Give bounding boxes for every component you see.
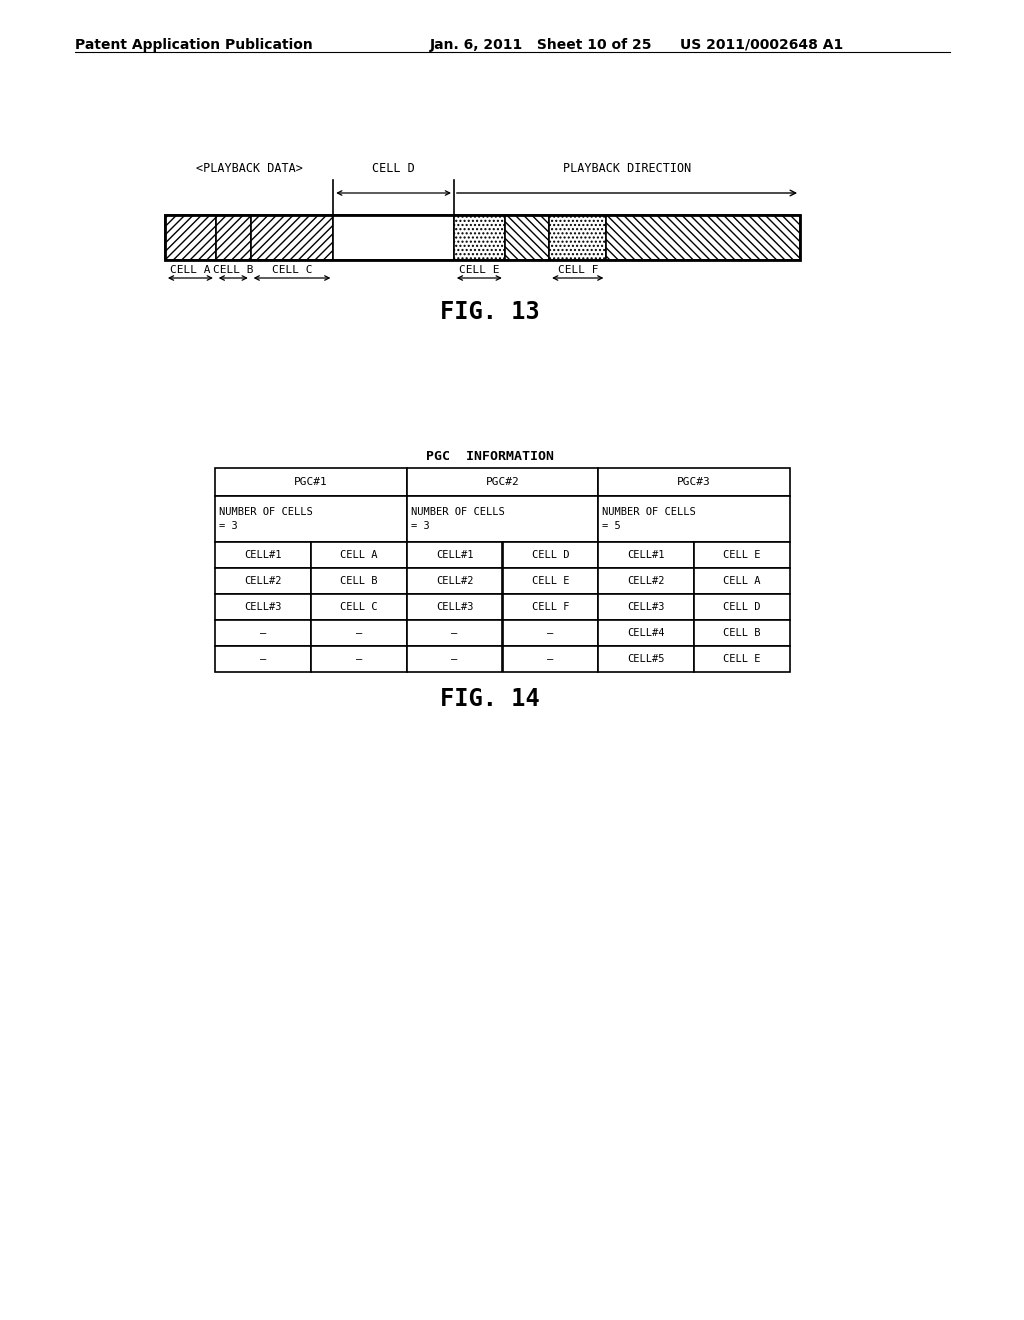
Bar (407, 543, 503, 568)
Text: CELL D: CELL D (373, 162, 415, 176)
Text: FIG. 14: FIG. 14 (440, 686, 540, 711)
Bar (311, 594, 407, 620)
Text: PGC#2: PGC#2 (485, 477, 519, 487)
Bar (407, 568, 503, 594)
Text: —: — (260, 653, 266, 664)
Bar (407, 620, 503, 645)
Bar (215, 496, 407, 543)
Bar (407, 496, 598, 543)
Bar (598, 620, 694, 645)
Text: PLAYBACK DIRECTION: PLAYBACK DIRECTION (563, 162, 691, 176)
Text: CELL E: CELL E (723, 550, 761, 560)
Text: CELL A: CELL A (170, 265, 211, 275)
Text: <PLAYBACK DATA>: <PLAYBACK DATA> (196, 162, 302, 176)
Bar (598, 568, 694, 594)
Text: CELL E: CELL E (459, 265, 500, 275)
Bar (454, 215, 505, 260)
Bar (215, 594, 311, 620)
Bar (503, 594, 598, 620)
Text: CELL F: CELL F (557, 265, 598, 275)
Bar (549, 215, 606, 260)
Text: Jan. 6, 2011   Sheet 10 of 25: Jan. 6, 2011 Sheet 10 of 25 (430, 38, 652, 51)
Bar (694, 594, 790, 620)
Text: CELL E: CELL E (723, 653, 761, 664)
Text: FIG. 13: FIG. 13 (440, 300, 540, 323)
Bar (503, 620, 598, 645)
Bar (165, 215, 216, 260)
Text: CELL F: CELL F (531, 602, 569, 612)
Bar (165, 215, 800, 260)
Text: CELL#5: CELL#5 (628, 653, 665, 664)
Bar (311, 568, 407, 594)
Text: CELL#2: CELL#2 (436, 576, 473, 586)
Bar (598, 645, 694, 672)
Text: NUMBER OF CELLS
= 5: NUMBER OF CELLS = 5 (602, 507, 696, 531)
Bar (503, 568, 598, 594)
Text: CELL#3: CELL#3 (244, 602, 282, 612)
Text: PGC  INFORMATION: PGC INFORMATION (426, 450, 554, 463)
Bar (598, 496, 790, 543)
Text: CELL D: CELL D (723, 602, 761, 612)
Text: CELL C: CELL C (340, 602, 378, 612)
Bar (215, 469, 407, 496)
Text: CELL#3: CELL#3 (436, 602, 473, 612)
Bar (598, 594, 694, 620)
Bar (311, 620, 407, 645)
Text: CELL#2: CELL#2 (628, 576, 665, 586)
Text: CELL#3: CELL#3 (628, 602, 665, 612)
Text: CELL#1: CELL#1 (436, 550, 473, 560)
Text: CELL#2: CELL#2 (244, 576, 282, 586)
Bar (215, 543, 311, 568)
Text: CELL A: CELL A (723, 576, 761, 586)
Text: CELL E: CELL E (531, 576, 569, 586)
Text: —: — (452, 628, 458, 638)
Bar (694, 543, 790, 568)
Bar (407, 645, 503, 672)
Bar (503, 543, 598, 568)
Text: CELL C: CELL C (271, 265, 312, 275)
Bar (215, 620, 311, 645)
Text: CELL#4: CELL#4 (628, 628, 665, 638)
Text: CELL B: CELL B (213, 265, 254, 275)
Text: PGC#1: PGC#1 (294, 477, 328, 487)
Bar (694, 620, 790, 645)
Text: NUMBER OF CELLS
= 3: NUMBER OF CELLS = 3 (219, 507, 312, 531)
Text: NUMBER OF CELLS
= 3: NUMBER OF CELLS = 3 (411, 507, 505, 531)
Text: CELL A: CELL A (340, 550, 378, 560)
Bar (251, 215, 333, 260)
Bar (311, 543, 407, 568)
Bar (694, 568, 790, 594)
Text: PGC#3: PGC#3 (677, 477, 711, 487)
Bar (333, 215, 454, 260)
Text: —: — (547, 628, 554, 638)
Bar (694, 645, 790, 672)
Text: —: — (355, 628, 361, 638)
Bar (505, 215, 549, 260)
Text: CELL B: CELL B (340, 576, 378, 586)
Text: —: — (355, 653, 361, 664)
Bar (216, 215, 251, 260)
Text: CELL B: CELL B (723, 628, 761, 638)
Text: —: — (260, 628, 266, 638)
Bar (407, 469, 598, 496)
Text: CELL#1: CELL#1 (244, 550, 282, 560)
Text: US 2011/0002648 A1: US 2011/0002648 A1 (680, 38, 843, 51)
Text: CELL#1: CELL#1 (628, 550, 665, 560)
Bar (311, 645, 407, 672)
Bar (407, 594, 503, 620)
Bar (606, 215, 800, 260)
Bar (598, 469, 790, 496)
Text: —: — (547, 653, 554, 664)
Bar (598, 543, 694, 568)
Bar (503, 645, 598, 672)
Bar (215, 568, 311, 594)
Text: Patent Application Publication: Patent Application Publication (75, 38, 312, 51)
Text: —: — (452, 653, 458, 664)
Bar (215, 645, 311, 672)
Text: CELL D: CELL D (531, 550, 569, 560)
